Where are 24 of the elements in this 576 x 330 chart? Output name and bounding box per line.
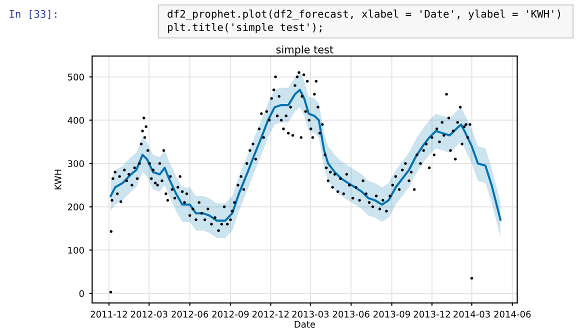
- x-tick-label: 2011-12: [90, 310, 127, 318]
- y-tick-label: 400: [68, 116, 84, 124]
- y-tick-label: 200: [68, 204, 84, 210]
- x-tick-label: 2012-09: [212, 310, 249, 318]
- x-tick-label: 2012-12: [252, 310, 289, 318]
- line-series: [110, 88, 502, 222]
- y-tick-label: 100: [68, 246, 84, 254]
- x-tick-label: 2013-06: [332, 310, 370, 318]
- text: plt.title('simple test');: [168, 22, 322, 34]
- x-tick-label: 2012-06: [172, 310, 208, 318]
- x-tick-label: 2013-03: [292, 310, 329, 318]
- x-tick-label: 2014-03: [454, 310, 490, 318]
- x-tick-label: 2013-09: [374, 310, 410, 318]
- text: In [33]:: [10, 10, 56, 20]
- y-axis-title: KWH: [54, 170, 62, 190]
- x-axis-title: Date: [294, 320, 316, 328]
- x-tick-label: 2014-06: [494, 310, 531, 318]
- x-tick-label: 2013-12: [414, 310, 450, 318]
- y-tick-label: 300: [68, 160, 84, 168]
- text: df2_prophet.plot(df2_forecast, xlabel = 'Date', ylabel = 'KWH'): [168, 10, 560, 20]
- x-tick-label: 2012-03: [130, 310, 168, 318]
- chart-title: simple test: [276, 45, 334, 56]
- y-tick-label: 500: [68, 74, 84, 80]
- y-tick-label: 0: [79, 290, 84, 297]
